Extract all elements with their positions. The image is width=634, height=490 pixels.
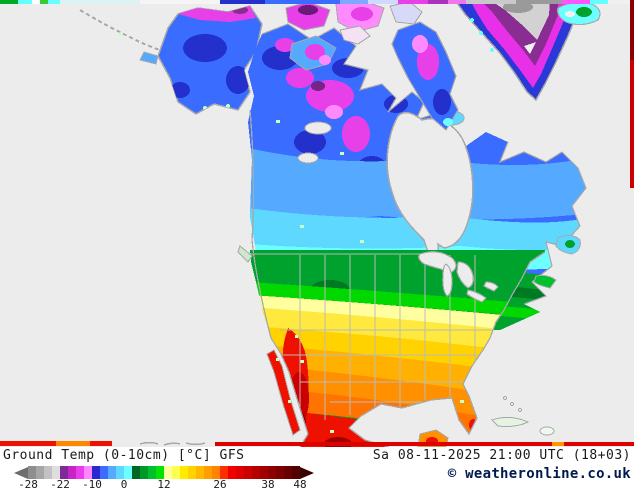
legend-left-arrow	[14, 466, 28, 479]
legend-block	[204, 466, 212, 479]
legend-tick: 12	[157, 478, 171, 490]
legend-block	[292, 466, 300, 479]
legend-block	[108, 466, 116, 479]
legend-block	[116, 466, 124, 479]
legend-tick: 48	[293, 478, 307, 490]
legend-block	[148, 466, 156, 479]
legend-block	[276, 466, 284, 479]
copyright-label: © weatheronline.co.uk	[447, 466, 631, 482]
temperature-legend: -28 -22 -10 0 12 26 38 48	[14, 466, 334, 490]
legend-block	[140, 466, 148, 479]
legend-block	[180, 466, 188, 479]
legend-block	[260, 466, 268, 479]
legend-block	[100, 466, 108, 479]
legend-block	[228, 466, 236, 479]
legend-block	[252, 466, 260, 479]
legend-block	[236, 466, 244, 479]
legend-block	[132, 466, 140, 479]
legend-block	[84, 466, 92, 479]
legend-tick: -22	[50, 478, 70, 490]
legend-tick: -28	[18, 478, 38, 490]
legend-block	[76, 466, 84, 479]
footer-bar: Ground Temp (0-10cm) [°C] GFS Sa 08-11-2…	[0, 447, 634, 490]
legend-block	[36, 466, 44, 479]
legend-tick: 0	[120, 478, 128, 490]
iceland	[557, 2, 601, 26]
map-title: Ground Temp (0-10cm) [°C] GFS	[3, 448, 245, 463]
legend-block	[196, 466, 204, 479]
map-bottom-edge	[0, 441, 634, 446]
legend-tick: 26	[213, 478, 227, 490]
legend-block	[92, 466, 100, 479]
legend-block	[60, 466, 68, 479]
caribbean-islands	[491, 396, 555, 436]
arctic-islands	[285, 0, 423, 71]
legend-right-arrow	[300, 466, 314, 479]
legend-tick: -10	[82, 478, 102, 490]
legend-tick: 38	[261, 478, 275, 490]
atlantic-canada	[237, 234, 581, 289]
legend-block	[52, 466, 60, 479]
legend-bar	[14, 466, 334, 479]
state-borders	[280, 255, 500, 420]
map-area	[0, 0, 634, 448]
legend-block	[188, 466, 196, 479]
datetime-label: Sa 08-11-2025 21:00 UTC (18+03)	[372, 448, 631, 463]
greenland	[454, 0, 579, 101]
legend-blocks	[28, 466, 300, 479]
legend-block	[220, 466, 228, 479]
baffin-island	[391, 21, 459, 131]
map-top-edge	[0, 0, 630, 4]
temperature-map	[0, 0, 634, 448]
map-right-edge	[630, 0, 634, 188]
legend-block	[44, 466, 52, 479]
legend-block	[244, 466, 252, 479]
legend-block	[68, 466, 76, 479]
legend-block	[172, 466, 180, 479]
legend-block	[212, 466, 220, 479]
legend-block	[124, 466, 132, 479]
legend-block	[156, 466, 164, 479]
legend-block	[28, 466, 36, 479]
legend-block	[284, 466, 292, 479]
legend-block	[268, 466, 276, 479]
baja-california	[266, 349, 301, 436]
great-lakes	[418, 251, 499, 303]
legend-block	[164, 466, 172, 479]
coastlines	[249, 109, 546, 448]
